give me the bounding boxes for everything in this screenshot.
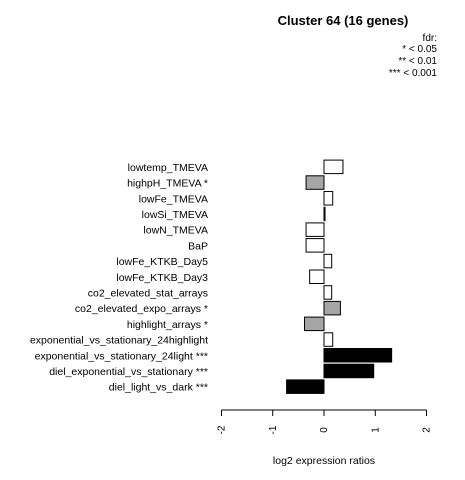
plot-area: lowtemp_TMEVA highpH_TMEVA * lowFe_TMEVAlo…: [30, 159, 393, 394]
bar: [305, 175, 325, 190]
legend-title: fdr:: [423, 33, 437, 44]
legend-entry: * < 0.05: [402, 44, 437, 55]
category-label: co2_elevated_expo_arrays *: [75, 303, 208, 315]
x-axis: -2 -1 0 1 2: [217, 409, 433, 434]
x-tick-label: -2: [217, 425, 228, 434]
bar: [323, 191, 334, 206]
chart-title: Cluster 64 (16 genes): [278, 13, 409, 28]
legend-entry: *** < 0.001: [389, 68, 438, 79]
bar: [309, 269, 325, 284]
x-tick-label: -1: [268, 425, 279, 434]
bar: [286, 379, 325, 394]
x-tick-label: 2: [422, 427, 433, 433]
category-label: co2_elevated_stat_arrays: [88, 287, 208, 299]
bar: [323, 300, 341, 316]
category-label: lowFe_KTKB_Day3: [116, 272, 208, 284]
bar: [323, 159, 344, 175]
bar: [305, 238, 325, 253]
category-label: exponential_vs_stationary_24highlight: [30, 335, 208, 347]
category-label: lowtemp_TMEVA: [128, 162, 208, 174]
category-label: BaP: [188, 240, 208, 252]
bar: [323, 332, 334, 347]
category-label: lowFe_KTKB_Day5: [116, 256, 208, 268]
category-label: diel_exponential_vs_stationary ***: [49, 366, 208, 378]
x-tick-label: 0: [319, 427, 330, 433]
bar: [304, 316, 325, 332]
category-label: lowFe_TMEVA: [139, 193, 208, 205]
x-tick-label: 1: [370, 427, 381, 433]
category-label: lowSi_TMEVA: [142, 209, 208, 221]
bar: [323, 206, 326, 222]
category-label: highpH_TMEVA *: [127, 178, 208, 190]
bar: [305, 222, 325, 237]
bar: [323, 348, 393, 363]
category-label: exponential_vs_stationary_24light ***: [35, 350, 208, 362]
bar: [323, 363, 375, 379]
category-label: lowN_TMEVA: [143, 225, 208, 237]
x-axis-label: log2 expression ratios: [273, 455, 375, 467]
category-label: diel_light_vs_dark ***: [109, 382, 208, 394]
legend-entry: ** < 0.01: [398, 56, 437, 67]
bar: [323, 285, 333, 300]
category-label: highlight_arrays *: [127, 319, 208, 331]
legend: fdr: * < 0.05 ** < 0.01 *** < 0.001: [389, 33, 438, 79]
bar: [323, 253, 333, 269]
